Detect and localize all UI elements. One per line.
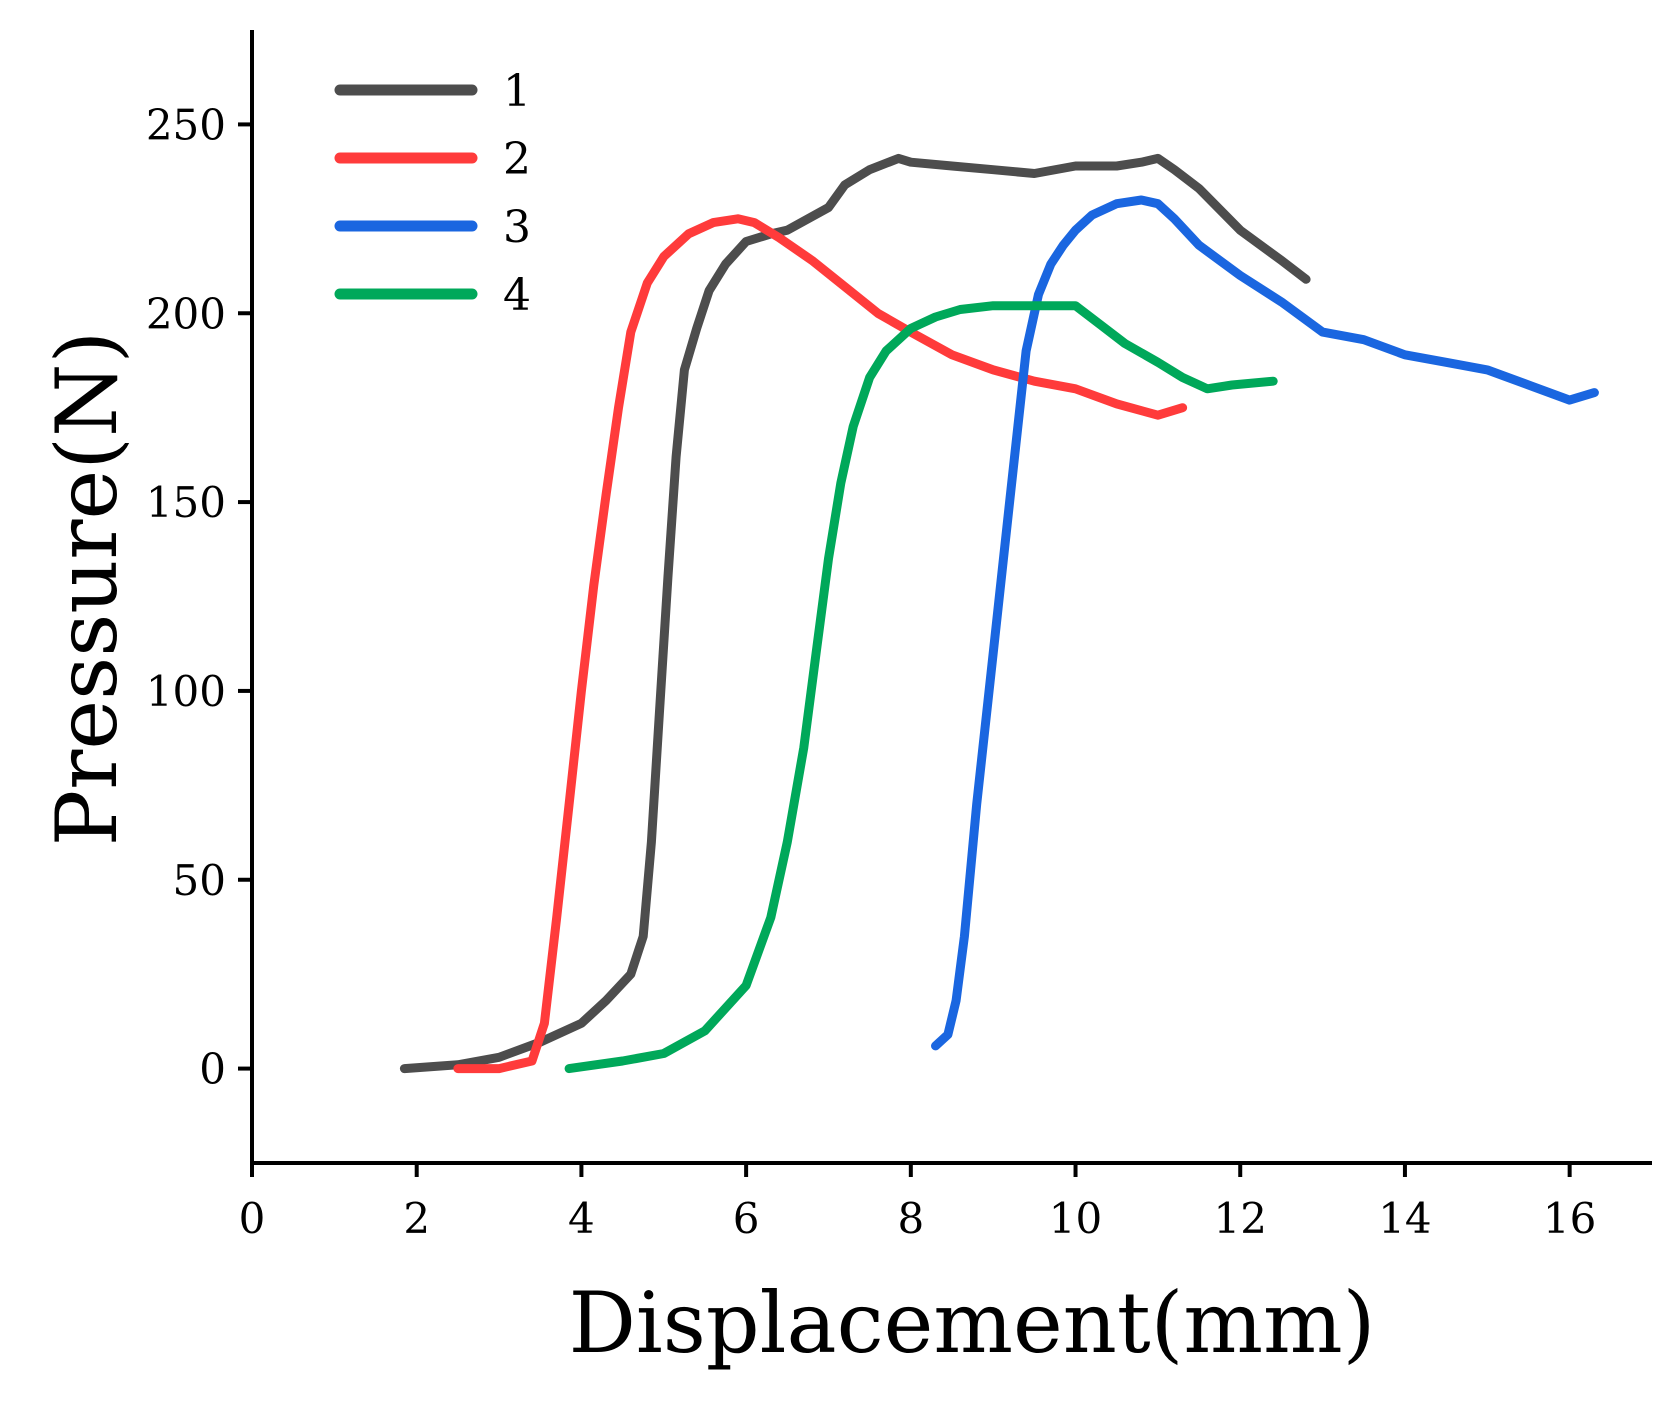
y-tick-label: 50 bbox=[173, 856, 226, 905]
x-tick-label: 16 bbox=[1543, 1194, 1596, 1243]
x-tick-label: 8 bbox=[897, 1194, 924, 1243]
x-tick-label: 2 bbox=[403, 1194, 430, 1243]
legend-label-2: 2 bbox=[503, 134, 531, 185]
y-axis-title: Pressure(N) bbox=[38, 331, 136, 847]
series-line-4 bbox=[564, 301, 1278, 1074]
y-tick-label: 100 bbox=[146, 667, 226, 716]
x-tick-label: 0 bbox=[239, 1194, 266, 1243]
x-axis-title: Displacement(mm) bbox=[569, 1274, 1376, 1372]
legend-label-3: 3 bbox=[503, 202, 531, 253]
series-line-1 bbox=[399, 153, 1311, 1074]
legend-label-4: 4 bbox=[503, 270, 531, 321]
plot-series-group bbox=[399, 153, 1599, 1074]
x-tick-label: 10 bbox=[1049, 1194, 1102, 1243]
axes-group bbox=[250, 30, 1652, 1165]
axis-frame bbox=[250, 30, 1652, 1165]
x-tick-label: 6 bbox=[733, 1194, 760, 1243]
y-tick-label: 150 bbox=[146, 478, 226, 527]
legend: 1 2 3 4 bbox=[334, 66, 531, 321]
x-tick-group: 0 2 4 6 8 10 12 14 16 bbox=[239, 1163, 1596, 1243]
y-tick-label: 200 bbox=[146, 289, 226, 338]
y-tick-group: 0 50 100 150 200 250 bbox=[146, 100, 252, 1094]
y-tick-label: 250 bbox=[146, 100, 226, 149]
x-tick-label: 12 bbox=[1214, 1194, 1267, 1243]
series-line-2 bbox=[453, 214, 1188, 1074]
x-tick-label: 4 bbox=[568, 1194, 595, 1243]
legend-label-1: 1 bbox=[503, 66, 531, 117]
y-tick-label: 0 bbox=[199, 1045, 226, 1094]
x-tick-label: 14 bbox=[1378, 1194, 1431, 1243]
series-line-3 bbox=[931, 195, 1599, 1051]
